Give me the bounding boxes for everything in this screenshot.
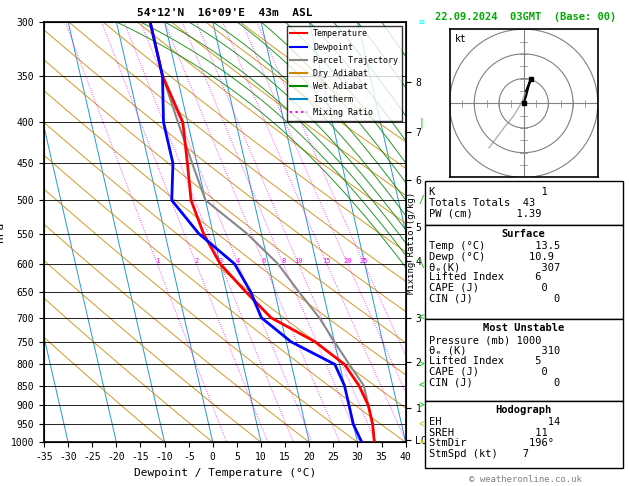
Text: |: | bbox=[419, 117, 425, 127]
Text: \: \ bbox=[419, 259, 425, 269]
Text: CAPE (J)          0: CAPE (J) 0 bbox=[428, 283, 547, 293]
Text: Lifted Index     6: Lifted Index 6 bbox=[428, 273, 541, 282]
Bar bbox=[425, 401, 623, 468]
Text: K                 1: K 1 bbox=[428, 187, 547, 197]
Bar bbox=[425, 319, 623, 401]
Text: EH                 14: EH 14 bbox=[428, 417, 560, 428]
Text: StmDir          196°: StmDir 196° bbox=[428, 438, 554, 449]
Text: CIN (J)             0: CIN (J) 0 bbox=[428, 377, 560, 387]
Text: 25: 25 bbox=[360, 258, 369, 264]
Bar bbox=[425, 181, 623, 225]
Text: © weatheronline.co.uk: © weatheronline.co.uk bbox=[469, 474, 582, 484]
Text: Most Unstable: Most Unstable bbox=[483, 323, 564, 333]
Text: CAPE (J)          0: CAPE (J) 0 bbox=[428, 366, 547, 377]
Text: CIN (J)             0: CIN (J) 0 bbox=[428, 294, 560, 303]
X-axis label: Dewpoint / Temperature (°C): Dewpoint / Temperature (°C) bbox=[134, 468, 316, 478]
Text: Pressure (mb) 1000: Pressure (mb) 1000 bbox=[428, 335, 541, 345]
Y-axis label: hPa: hPa bbox=[0, 222, 5, 242]
Text: Totals Totals  43: Totals Totals 43 bbox=[428, 198, 535, 208]
Text: Lifted Index     5: Lifted Index 5 bbox=[428, 356, 541, 366]
Text: Surface: Surface bbox=[502, 229, 545, 239]
Text: 15: 15 bbox=[323, 258, 331, 264]
Text: 1: 1 bbox=[155, 258, 159, 264]
Text: θₑ (K)            310: θₑ (K) 310 bbox=[428, 346, 560, 356]
Text: Dewp (°C)       10.9: Dewp (°C) 10.9 bbox=[428, 252, 554, 261]
Text: StmSpd (kt)    7: StmSpd (kt) 7 bbox=[428, 449, 528, 459]
Text: 6: 6 bbox=[262, 258, 266, 264]
Legend: Temperature, Dewpoint, Parcel Trajectory, Dry Adiabat, Wet Adiabat, Isotherm, Mi: Temperature, Dewpoint, Parcel Trajectory… bbox=[287, 26, 401, 121]
Text: Temp (°C)        13.5: Temp (°C) 13.5 bbox=[428, 241, 560, 251]
Bar bbox=[425, 225, 623, 319]
Text: >: > bbox=[419, 359, 425, 369]
Text: Hodograph: Hodograph bbox=[496, 405, 552, 416]
Text: 10: 10 bbox=[294, 258, 303, 264]
Text: •: • bbox=[419, 437, 425, 447]
Text: PW (cm)       1.39: PW (cm) 1.39 bbox=[428, 208, 541, 218]
Text: <: < bbox=[419, 419, 425, 429]
Text: 20: 20 bbox=[343, 258, 352, 264]
Text: <: < bbox=[419, 312, 425, 323]
Text: SREH             11: SREH 11 bbox=[428, 428, 547, 438]
Text: 4: 4 bbox=[236, 258, 240, 264]
Text: 8: 8 bbox=[281, 258, 286, 264]
Text: θₑ(K)             307: θₑ(K) 307 bbox=[428, 262, 560, 272]
Text: 3: 3 bbox=[218, 258, 223, 264]
Y-axis label: km
ASL: km ASL bbox=[449, 221, 467, 243]
Text: ≡: ≡ bbox=[419, 17, 425, 27]
Text: >: > bbox=[419, 400, 425, 411]
Text: <: < bbox=[419, 381, 425, 391]
Text: 2: 2 bbox=[194, 258, 198, 264]
Text: kt: kt bbox=[455, 34, 466, 44]
Text: Mixing Ratio (g/kg): Mixing Ratio (g/kg) bbox=[408, 192, 416, 294]
Text: 22.09.2024  03GMT  (Base: 00): 22.09.2024 03GMT (Base: 00) bbox=[435, 12, 616, 22]
Text: /: / bbox=[419, 195, 425, 205]
Text: 54°12'N  16°09'E  43m  ASL: 54°12'N 16°09'E 43m ASL bbox=[137, 8, 313, 17]
